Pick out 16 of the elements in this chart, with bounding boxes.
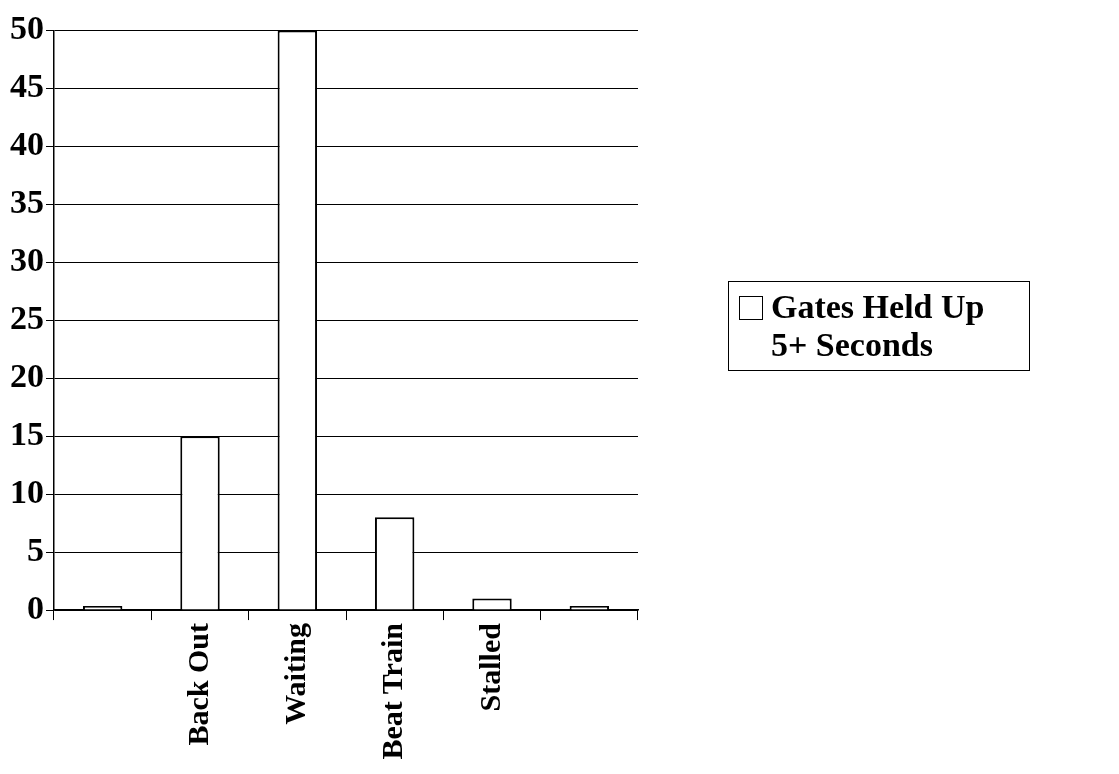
y-tick-label: 40 [10,125,44,163]
y-tick-label: 0 [27,588,44,626]
y-tick-label: 15 [10,414,44,452]
x-tick-label: Beat Train [375,622,409,760]
y-tick-label: 20 [10,356,44,394]
y-tick-label: 30 [10,241,44,279]
y-tick-label: 50 [10,9,44,47]
y-tick-label: 45 [10,67,44,105]
y-tick-label: 25 [10,299,44,337]
x-tick-label: Back Out [180,623,214,746]
y-tick-label: 10 [10,472,44,510]
x-tick-label: Waiting [278,623,312,725]
y-tick-label: 5 [27,530,44,568]
y-tick-label: 35 [10,183,44,221]
x-tick-label: Stalled [472,622,506,712]
text: Gates Held Up 5+ Seconds [771,287,986,364]
